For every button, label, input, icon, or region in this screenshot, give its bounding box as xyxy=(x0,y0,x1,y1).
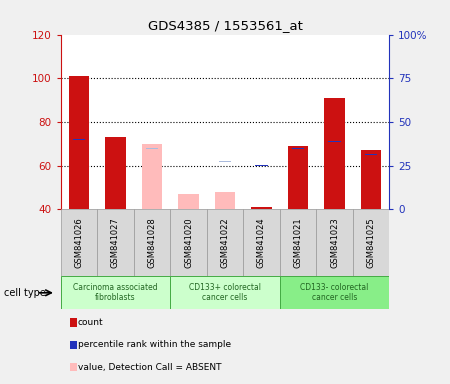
Bar xyxy=(353,209,389,276)
Bar xyxy=(364,154,378,155)
Bar xyxy=(292,148,304,149)
Bar xyxy=(61,209,97,276)
Text: value, Detection Call = ABSENT: value, Detection Call = ABSENT xyxy=(78,362,221,372)
Bar xyxy=(280,276,389,309)
Text: CD133+ colorectal
cancer cells: CD133+ colorectal cancer cells xyxy=(189,283,261,303)
Bar xyxy=(255,165,268,166)
Text: GSM841025: GSM841025 xyxy=(366,218,375,268)
Bar xyxy=(179,194,198,209)
Bar xyxy=(252,207,271,209)
Bar xyxy=(72,139,86,140)
Bar xyxy=(328,141,341,142)
Text: CD133- colorectal
cancer cells: CD133- colorectal cancer cells xyxy=(300,283,369,303)
Bar xyxy=(361,150,381,209)
Text: GSM841024: GSM841024 xyxy=(257,218,266,268)
Text: GSM841023: GSM841023 xyxy=(330,217,339,268)
Bar xyxy=(146,148,158,149)
Bar xyxy=(61,276,170,309)
Text: GSM841028: GSM841028 xyxy=(148,217,157,268)
Bar xyxy=(219,161,231,162)
Bar xyxy=(288,146,308,209)
Bar xyxy=(280,209,316,276)
Bar xyxy=(69,76,89,209)
Bar xyxy=(134,209,170,276)
Bar xyxy=(105,137,126,209)
Text: count: count xyxy=(78,318,104,327)
Bar xyxy=(97,209,134,276)
Bar xyxy=(324,98,345,209)
Text: cell type: cell type xyxy=(4,288,46,298)
Bar xyxy=(243,209,280,276)
Text: GSM841026: GSM841026 xyxy=(75,217,84,268)
Bar xyxy=(207,209,243,276)
Text: percentile rank within the sample: percentile rank within the sample xyxy=(78,340,231,349)
Text: GSM841021: GSM841021 xyxy=(293,218,302,268)
Text: GSM841027: GSM841027 xyxy=(111,217,120,268)
Bar xyxy=(316,209,353,276)
Bar xyxy=(170,276,280,309)
Bar xyxy=(142,144,162,209)
Bar xyxy=(215,192,235,209)
Text: GSM841020: GSM841020 xyxy=(184,218,193,268)
Text: Carcinoma associated
fibroblasts: Carcinoma associated fibroblasts xyxy=(73,283,158,303)
Bar xyxy=(170,209,207,276)
Text: GSM841022: GSM841022 xyxy=(220,218,230,268)
Text: GDS4385 / 1553561_at: GDS4385 / 1553561_at xyxy=(148,19,302,32)
